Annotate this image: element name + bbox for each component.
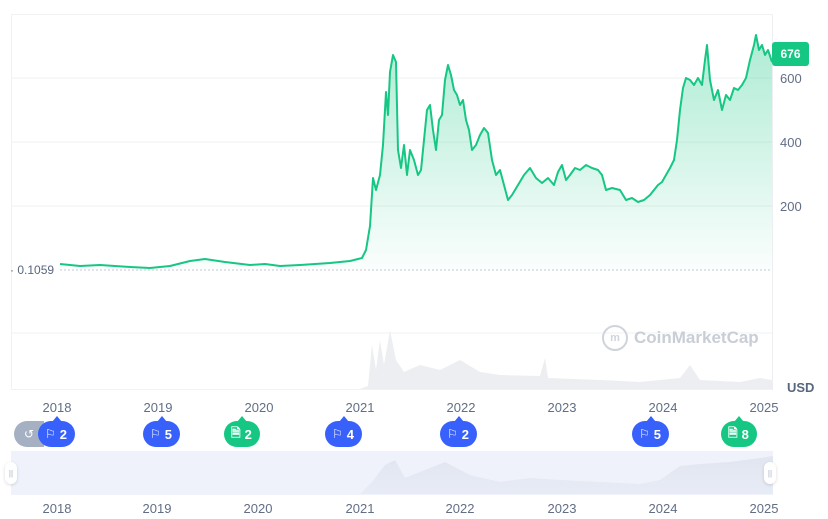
price-area xyxy=(60,35,772,270)
x-label: 2020 xyxy=(244,400,274,415)
event-marker-flag[interactable]: ⚐ 4 xyxy=(325,416,362,447)
event-count: 2 xyxy=(244,426,252,442)
x-label: 2022 xyxy=(446,400,476,415)
event-marker-document[interactable]: 🗎 2 xyxy=(224,416,260,447)
event-count: 5 xyxy=(653,426,661,442)
y-label-600: 600 xyxy=(780,71,802,86)
history-icon: ↺ xyxy=(23,427,35,441)
current-price-tag: 676 xyxy=(772,42,809,66)
document-icon: 🗎 xyxy=(728,425,738,440)
x-label: 2021 xyxy=(345,400,375,415)
navigator-x-label: 2022 xyxy=(445,501,475,516)
event-count: 5 xyxy=(164,426,172,442)
flag-icon: ⚐ xyxy=(447,427,458,441)
coinmarketcap-logo-icon: m xyxy=(602,325,628,351)
event-marker-flag[interactable]: ⚐ 2 xyxy=(38,416,75,447)
navigator-x-label: 2018 xyxy=(42,501,72,516)
flag-icon: ⚐ xyxy=(150,427,161,441)
navigator-x-label: 2020 xyxy=(243,501,273,516)
baseline-value: 0.1059 xyxy=(17,263,55,277)
price-line xyxy=(59,34,773,269)
currency-label: USD xyxy=(787,380,815,395)
event-count: 2 xyxy=(461,426,469,442)
volume-bars xyxy=(12,330,772,389)
event-count: 2 xyxy=(59,426,67,442)
flag-icon: ⚐ xyxy=(639,427,650,441)
x-label: 2024 xyxy=(648,400,678,415)
document-icon: 🗎 xyxy=(231,425,241,440)
x-label: 2025 xyxy=(749,400,779,415)
navigator-mini-chart xyxy=(11,456,773,494)
baseline-price-label: · 0.1059 xyxy=(10,263,55,277)
event-marker-flag[interactable]: ⚐ 5 xyxy=(632,416,669,447)
x-label: 2018 xyxy=(42,400,72,415)
event-marker-flag[interactable]: ⚐ 5 xyxy=(143,416,180,447)
navigator-x-label: 2024 xyxy=(648,501,678,516)
event-count: 4 xyxy=(346,426,354,442)
navigator-x-label: 2025 xyxy=(749,501,779,516)
navigator-right-handle[interactable]: || xyxy=(764,462,776,484)
navigator-x-label: 2019 xyxy=(142,501,172,516)
event-marker-document[interactable]: 🗎 8 xyxy=(721,416,757,447)
watermark-text: CoinMarketCap xyxy=(634,328,759,347)
event-marker-flag[interactable]: ⚐ 2 xyxy=(440,416,477,447)
navigator-left-handle[interactable]: || xyxy=(5,462,17,484)
watermark: m CoinMarketCap xyxy=(602,325,759,351)
chart-frame xyxy=(11,14,773,390)
event-count: 8 xyxy=(741,426,749,442)
x-label: 2023 xyxy=(547,400,577,415)
navigator-x-label: 2023 xyxy=(547,501,577,516)
y-label-200: 200 xyxy=(780,199,802,214)
x-label: 2019 xyxy=(143,400,173,415)
navigator-x-label: 2021 xyxy=(345,501,375,516)
flag-icon: ⚐ xyxy=(332,427,343,441)
flag-icon: ⚐ xyxy=(45,427,56,441)
y-label-400: 400 xyxy=(780,135,802,150)
